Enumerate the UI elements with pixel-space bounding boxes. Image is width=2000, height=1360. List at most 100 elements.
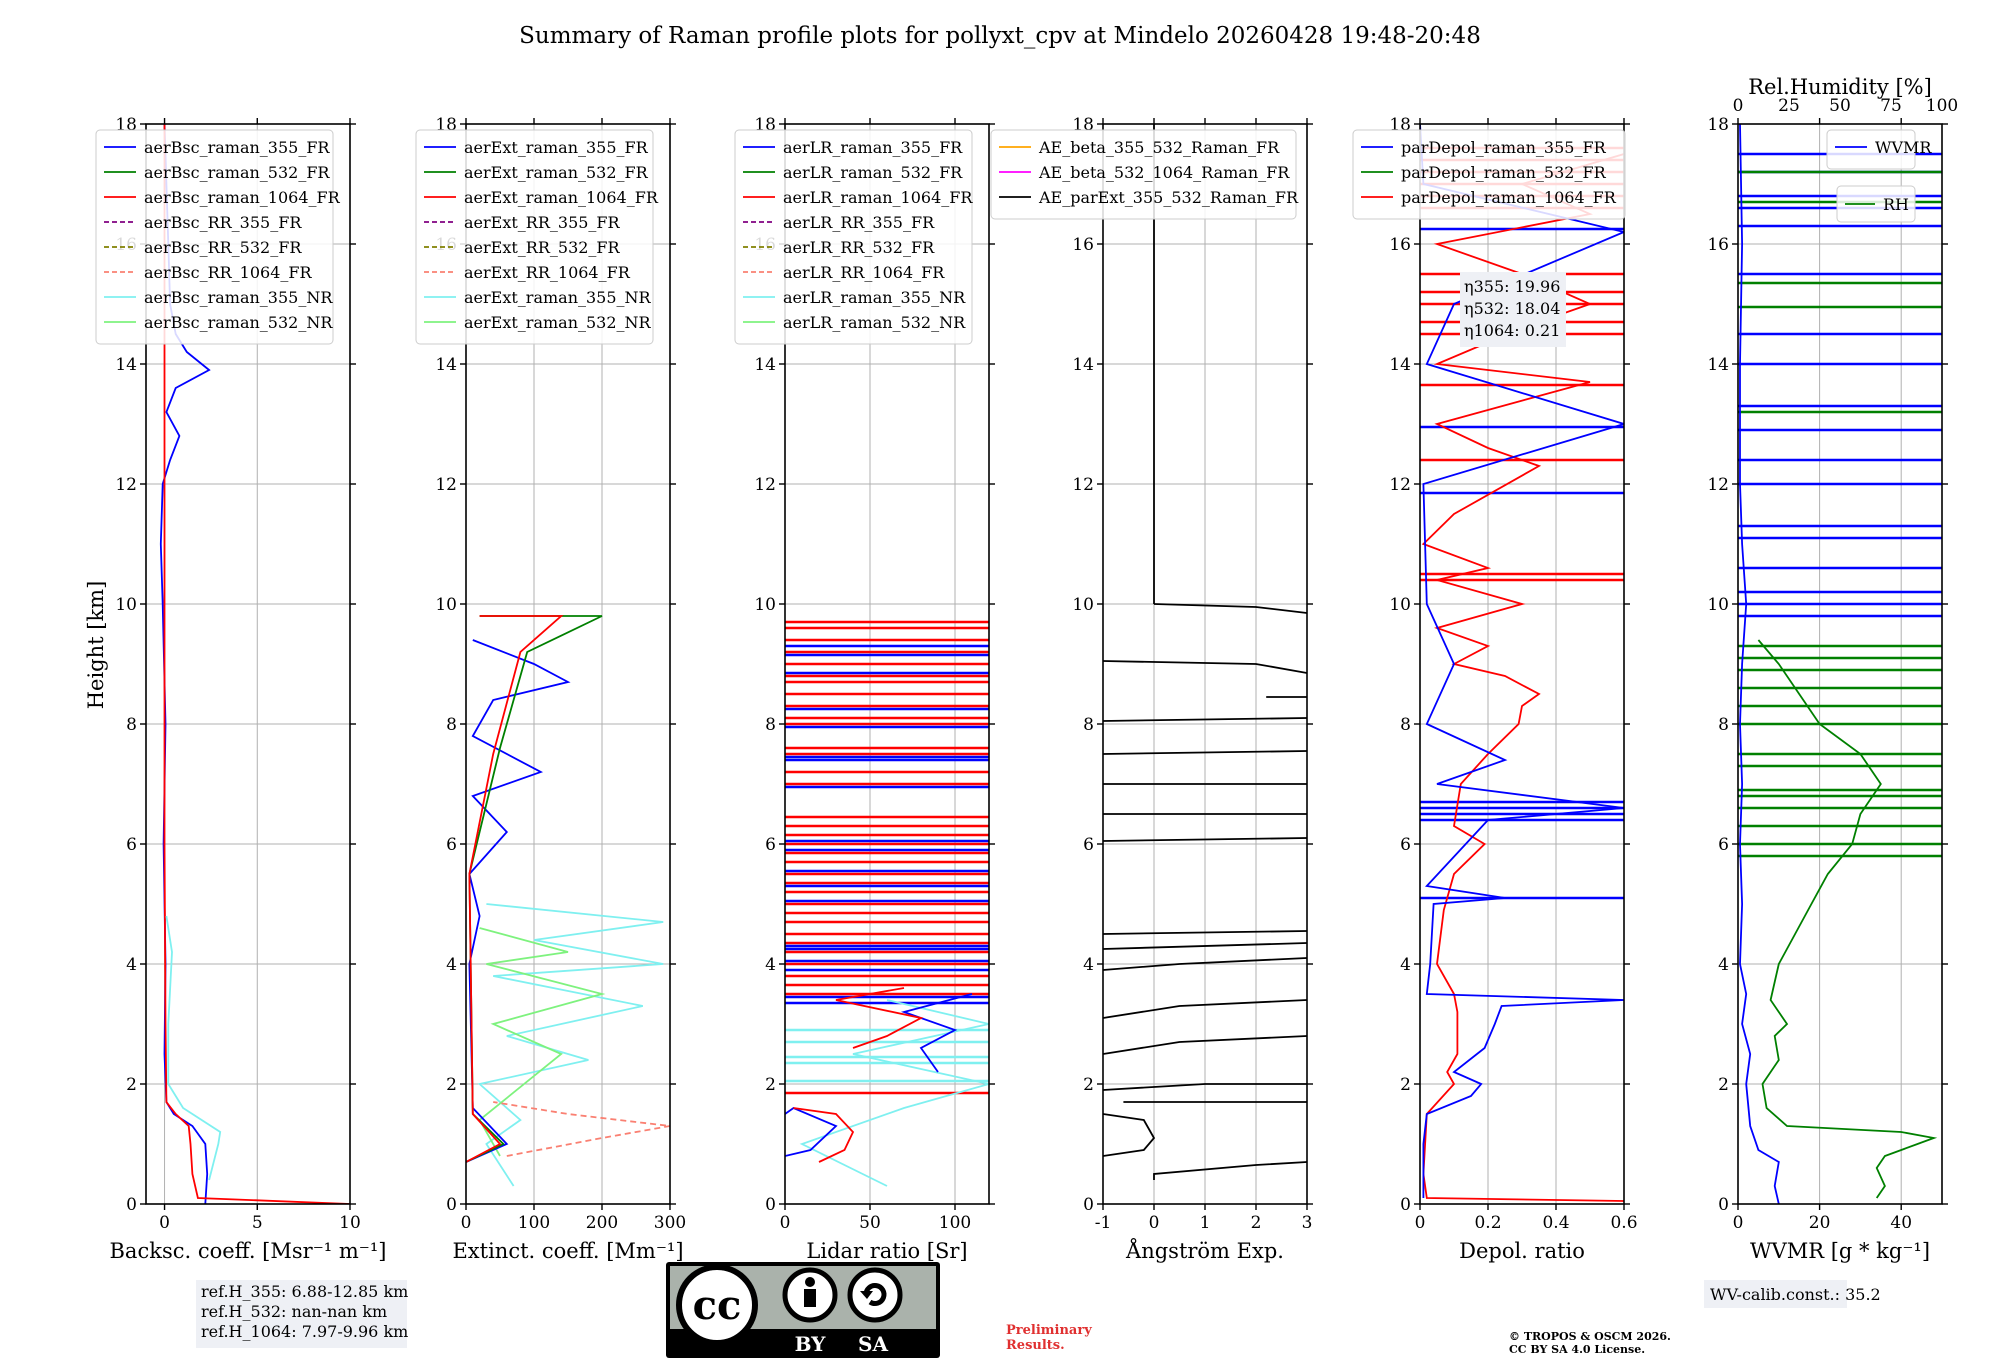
- x-tick-label: 100: [518, 1213, 550, 1233]
- y-tick-label: 8: [446, 715, 457, 735]
- top-x-axis-label: Rel.Humidity [%]: [1748, 75, 1932, 99]
- series-aerLR_raman_1064_FR: [793, 1107, 855, 1163]
- y-tick-label: 16: [1389, 235, 1411, 255]
- y-tick-label: 14: [435, 355, 457, 375]
- legend-entry: aerLR_raman_532_FR: [783, 163, 963, 182]
- legend-bsc: aerBsc_raman_355_FR aerBsc_raman_532_FRae…: [95, 129, 341, 345]
- y-tick-label: 10: [1072, 595, 1094, 615]
- x-tick-label: 0: [780, 1213, 791, 1233]
- series-aerBsc_raman_355_NR: [165, 915, 222, 1181]
- wv-calib-text: WV-calib.const.: 35.2: [1710, 1285, 1881, 1304]
- x-axis-label-depol: Depol. ratio: [1459, 1239, 1585, 1263]
- copyright-line-2: CC BY SA 4.0 License.: [1509, 1343, 1645, 1356]
- series-aerBsc_raman_1064_FR: [163, 124, 350, 1204]
- legend-entry: aerBsc_raman_355_NR: [144, 288, 333, 307]
- x-tick-label: 0.6: [1610, 1213, 1637, 1233]
- y-tick-label: 2: [446, 1075, 457, 1095]
- series-AE_parExt_355_532_Raman_FR: [1153, 1161, 1307, 1180]
- series-aerExt_raman_1064_FR: [466, 615, 564, 1163]
- series-AE_parExt_seg5: [1103, 1035, 1307, 1055]
- legend-entry: aerLR_RR_1064_FR: [783, 263, 945, 282]
- svg-text:cc: cc: [693, 1282, 742, 1329]
- legend-box: [990, 129, 1297, 220]
- legend-box: [734, 129, 973, 345]
- y-tick-label: 6: [1718, 835, 1729, 855]
- x-tick-label: -1: [1095, 1213, 1112, 1233]
- legend-entry: AE_beta_355_532_Raman_FR: [1038, 138, 1280, 157]
- y-tick-label: 10: [1707, 595, 1729, 615]
- series-aerLR_raman_355_FR: [785, 1106, 838, 1157]
- legend-entry: aerLR_raman_532_NR: [783, 313, 966, 332]
- depol-annotation: η355: 19.96: [1464, 277, 1560, 296]
- ref-height-355: ref.H_355: 6.88-12.85 km: [201, 1282, 408, 1301]
- y-tick-label: 12: [435, 475, 457, 495]
- x-tick-label: 100: [939, 1213, 971, 1233]
- legend-entry: aerLR_RR_532_FR: [783, 238, 935, 257]
- y-tick-label: 0: [1083, 1195, 1094, 1215]
- x-axis-label-wv: WVMR [g * kg⁻¹]: [1750, 1239, 1930, 1263]
- legend-box: [1352, 129, 1626, 220]
- y-tick-label: 8: [1400, 715, 1411, 735]
- y-tick-label: 4: [1083, 955, 1094, 975]
- panel-bsc: 0246810121416180510Backsc. coeff. [Msr⁻¹…: [95, 115, 387, 1263]
- y-tick-label: 6: [765, 835, 776, 855]
- plot-area-lr: [785, 620, 989, 1187]
- x-axis-label-ae: Ångström Exp.: [1125, 1238, 1284, 1263]
- y-tick-label: 14: [115, 355, 137, 375]
- x-tick-label: 10: [339, 1213, 361, 1233]
- legend-entry: aerBsc_raman_532_FR: [144, 163, 330, 182]
- plot-area-ae: [1103, 124, 1307, 1180]
- legend-ext: aerExt_raman_355_FR aerExt_raman_532_FRae…: [415, 129, 659, 345]
- legend-box-2: [1836, 185, 1916, 223]
- legend-entry: aerLR_raman_355_NR: [783, 288, 966, 307]
- axes-frame: [1419, 123, 1625, 1205]
- x-tick-label: 0: [1415, 1213, 1426, 1233]
- y-tick-label: 4: [1400, 955, 1411, 975]
- series-aerExt_raman_532_NR: [478, 927, 606, 1157]
- x-tick-label: 1: [1200, 1213, 1211, 1233]
- legend-entry: aerExt_raman_1064_FR: [464, 188, 659, 207]
- y-tick-label: 4: [446, 955, 457, 975]
- legend-entry: aerBsc_RR_355_FR: [144, 213, 302, 232]
- x-tick-label: 0.4: [1542, 1213, 1569, 1233]
- axes-frame: [145, 123, 351, 1205]
- legend-depol: parDepol_raman_355_FR parDepol_raman_532_…: [1352, 129, 1626, 220]
- wv-calib-box: WV-calib.const.: 35.2: [1704, 1280, 1881, 1308]
- x-tick-label: 50: [859, 1213, 881, 1233]
- y-tick-label: 16: [1072, 235, 1094, 255]
- legend-entry: aerLR_raman_1064_FR: [783, 188, 973, 207]
- cc-by-sa-badge[interactable]: cc BY SA: [666, 1262, 940, 1358]
- series-AE_parExt_seg13: [1103, 750, 1307, 755]
- series-AE_parExt_seg16: [1103, 660, 1307, 674]
- y-tick-label: 12: [1389, 475, 1411, 495]
- legend-entry: aerBsc_raman_1064_FR: [144, 188, 341, 207]
- y-tick-label: 0: [1400, 1195, 1411, 1215]
- figure-title: Summary of Raman profile plots for polly…: [519, 23, 1481, 49]
- x-tick-label: 0: [1149, 1213, 1160, 1233]
- y-tick-label: 8: [1083, 715, 1094, 735]
- legend-entry: aerLR_RR_355_FR: [783, 213, 935, 232]
- y-tick-label: 0: [1718, 1195, 1729, 1215]
- x-tick-label: 0.2: [1474, 1213, 1501, 1233]
- x-tick-label: 20: [1809, 1213, 1831, 1233]
- y-tick-label: 10: [1389, 595, 1411, 615]
- y-tick-label: 8: [765, 715, 776, 735]
- x-axis-label-bsc: Backsc. coeff. [Msr⁻¹ m⁻¹]: [110, 1239, 387, 1263]
- y-tick-label: 0: [446, 1195, 457, 1215]
- legend-entry: aerExt_raman_355_NR: [464, 288, 652, 307]
- top-x-tick-label: 0: [1733, 96, 1744, 116]
- x-tick-label: 0: [159, 1213, 170, 1233]
- y-tick-label: 16: [1707, 235, 1729, 255]
- y-tick-label: 14: [1707, 355, 1729, 375]
- cc-by-sa-icon: cc: [676, 1264, 903, 1346]
- series-aerLR_raman_355_NR: [799, 999, 989, 1187]
- depol-annotation: η1064: 0.21: [1464, 321, 1560, 340]
- y-tick-label: 10: [435, 595, 457, 615]
- ref-heights-box: ref.H_355: 6.88-12.85 km ref.H_532: nan-…: [196, 1280, 408, 1348]
- top-x-tick-label: 100: [1926, 96, 1958, 116]
- series-aerExt_RR_1064_FR: [493, 1101, 670, 1157]
- y-axis-label: Height [km]: [84, 581, 108, 710]
- series-AE_parExt_seg10: [1103, 837, 1307, 842]
